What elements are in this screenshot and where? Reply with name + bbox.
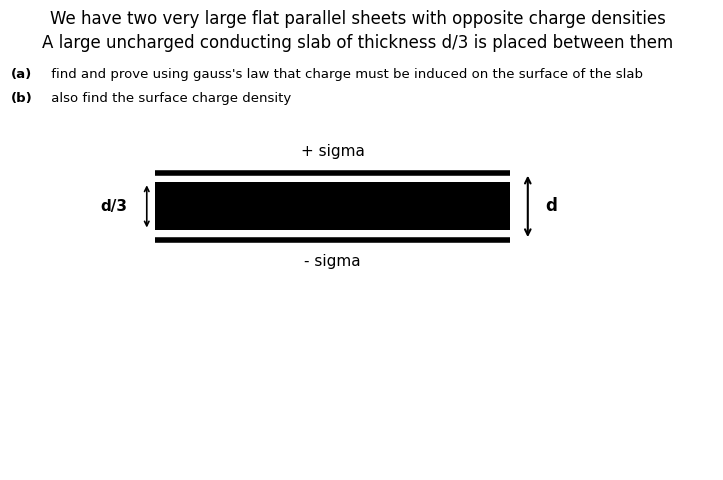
Text: d: d [545, 197, 557, 216]
Text: find and prove using gauss's law that charge must be induced on the surface of t: find and prove using gauss's law that ch… [47, 68, 643, 81]
Text: - sigma: - sigma [304, 254, 361, 269]
Text: (b): (b) [11, 92, 33, 105]
Text: We have two very large flat parallel sheets with opposite charge densities: We have two very large flat parallel she… [50, 10, 666, 28]
Text: also find the surface charge density: also find the surface charge density [47, 92, 291, 105]
Text: d/3: d/3 [100, 199, 127, 214]
Text: A large uncharged conducting slab of thickness d/3 is placed between them: A large uncharged conducting slab of thi… [42, 34, 674, 52]
Text: + sigma: + sigma [301, 144, 364, 159]
FancyBboxPatch shape [155, 182, 510, 230]
Text: (a): (a) [11, 68, 32, 81]
